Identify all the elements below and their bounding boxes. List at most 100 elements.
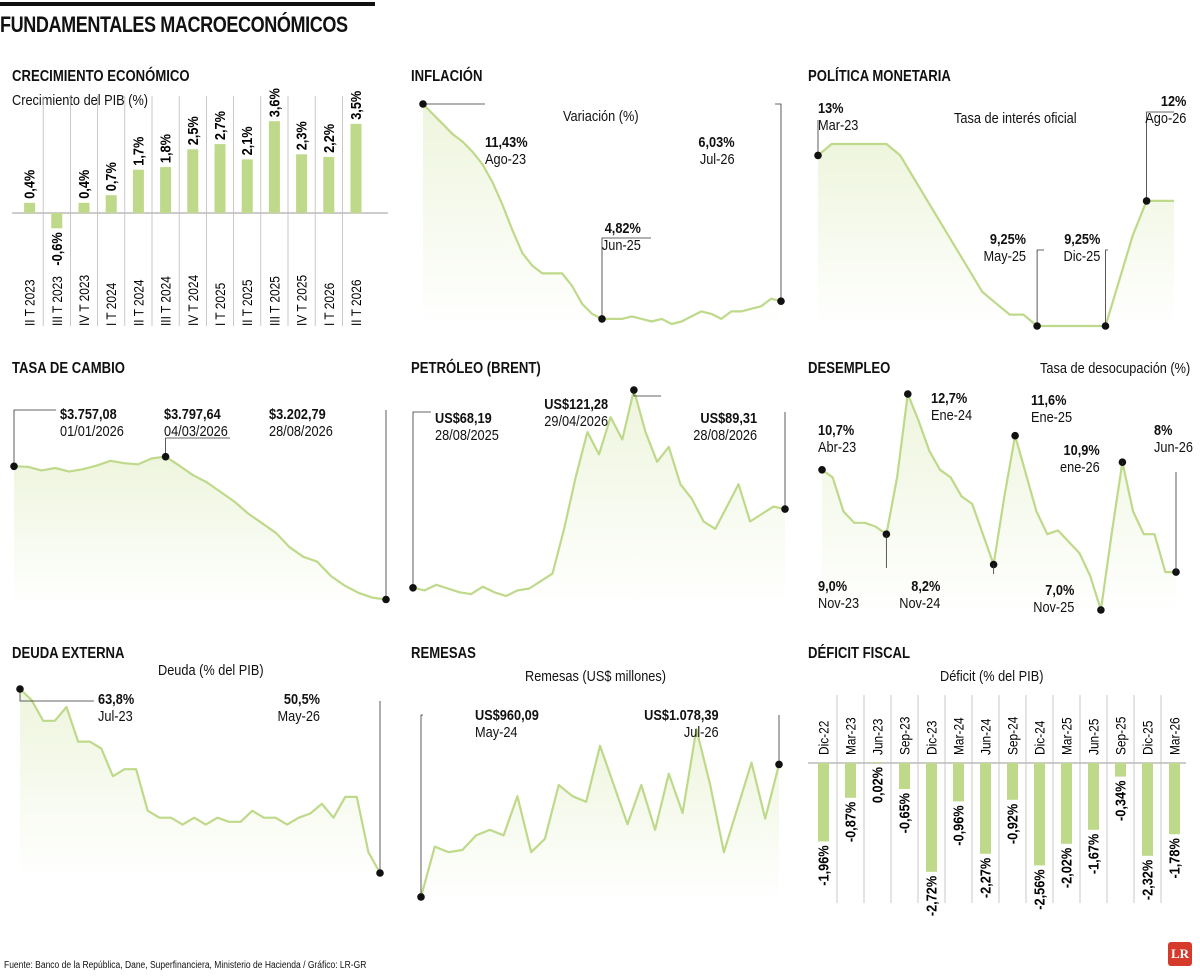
category-label: III T 2023 [49, 276, 65, 326]
annotation-label: $3.757,08 01/01/2026 [60, 406, 124, 440]
source-note: Fuente: Banco de la República, Dane, Sup… [4, 960, 367, 971]
series-line [19, 688, 381, 874]
annotation-leader [1036, 249, 1044, 326]
category-label: II T 2025 [239, 279, 255, 326]
panel-subtitle: Déficit (% del PIB) [940, 668, 1044, 685]
panel-cambio: TASA DE CAMBIO $3.757,08 01/01/2026 $3.79… [10, 360, 402, 625]
bar [24, 202, 36, 213]
panel-subtitle: Tasa de interés oficial [954, 110, 1077, 127]
data-point-marker [781, 505, 789, 513]
data-point-marker [161, 452, 170, 461]
bar [241, 159, 253, 213]
category-label: II T 2023 [22, 279, 38, 326]
annotation-leader [1146, 111, 1174, 201]
annotation-label: 6,03% Jul-26 [698, 134, 735, 168]
bar [350, 123, 362, 214]
bar-value-label: 2,5% [184, 116, 201, 145]
category-label: Sep-25 [1113, 717, 1129, 755]
bar-value-label: -0,96% [949, 805, 966, 845]
annotation-leader [412, 411, 431, 588]
data-point-marker [376, 869, 384, 877]
bar [899, 763, 910, 789]
data-point-marker [814, 151, 822, 160]
annotation-label: 8,2% Nov-24 [898, 578, 940, 612]
bar [1142, 763, 1153, 856]
data-point-marker [818, 466, 826, 474]
bar [268, 121, 280, 213]
annotation-leader [775, 103, 782, 302]
annotation-label: US$121,28 29/04/2026 [544, 396, 608, 430]
bar-value-label: -2,72% [922, 876, 939, 916]
annotation-label: 9,0% Nov-23 [818, 578, 860, 612]
annotation-leader [601, 237, 651, 319]
category-label: Mar-24 [951, 717, 967, 755]
category-label: Mar-26 [1167, 717, 1183, 755]
bar [105, 195, 117, 213]
panel-deuda: DEUDA EXTERNA Deuda (% del PIB) 63,8% Jul… [12, 645, 402, 910]
bar [160, 167, 172, 213]
bar-value-label: -0,34% [1111, 781, 1128, 821]
series-area [822, 394, 1176, 616]
panel-title: PETRÓLEO (BRENT) [411, 360, 541, 377]
bar-value-label: -0,87% [841, 802, 858, 842]
data-point-marker [417, 893, 425, 901]
bar [1169, 763, 1180, 835]
annotation-label: 13% Mar-23 [818, 100, 859, 134]
series-area [20, 689, 380, 881]
category-label: Mar-23 [843, 717, 859, 755]
panel-remesas: REMESAS Remesas (US$ millones) US$960,09… [411, 645, 801, 910]
category-label: Dic-22 [816, 721, 832, 755]
data-point-marker [1101, 322, 1110, 330]
data-point-marker [1142, 197, 1151, 205]
bar-value-label: -0,6% [48, 232, 65, 265]
data-point-marker [1118, 458, 1127, 466]
category-label: Dic-24 [1032, 721, 1048, 755]
category-label: Sep-23 [897, 717, 913, 755]
annotation-label: 11,6% Ene-25 [1031, 392, 1073, 426]
bar [1115, 763, 1126, 777]
bar-value-label: -0,92% [1003, 804, 1020, 844]
annotation-label: 63,8% Jul-23 [98, 691, 135, 725]
annotation-label: 11,43% Ago-23 [485, 134, 528, 168]
data-point-marker [598, 315, 606, 323]
series-area [818, 144, 1174, 328]
panel-title: CRECIMIENTO ECONÓMICO [12, 68, 190, 85]
category-label: Mar-25 [1059, 717, 1075, 755]
annotation-label: US$68,19 28/08/2025 [435, 410, 499, 444]
data-point-marker [775, 760, 783, 769]
annotation-label: 10,9% ene-26 [1060, 442, 1100, 476]
data-point-marker [10, 462, 18, 471]
panel-subtitle: Variación (%) [563, 108, 639, 125]
category-label: Jun-25 [1086, 719, 1102, 755]
bar-value-label: 2,1% [238, 126, 255, 155]
category-label: II T 2026 [348, 279, 364, 326]
annotation-leader [19, 689, 94, 702]
panel-title: REMESAS [411, 645, 476, 662]
bar [926, 763, 937, 872]
data-point-marker [419, 100, 427, 108]
series-area [421, 729, 779, 901]
panel-title: INFLACIÓN [411, 68, 483, 85]
bar [980, 763, 991, 854]
category-label: I T 2026 [321, 283, 337, 326]
category-label: IV T 2023 [76, 275, 92, 326]
data-point-marker [382, 595, 390, 604]
unemployment-chart [818, 390, 1180, 616]
panel-politica: POLÍTICA MONETARIA Tasa de interés ofici… [808, 68, 1198, 333]
series-line [821, 392, 1176, 612]
bar [78, 202, 90, 213]
annotation-label: 7,0% Nov-25 [1032, 582, 1074, 616]
data-point-marker [882, 530, 891, 538]
panel-title: TASA DE CAMBIO [12, 360, 125, 377]
exchange-rate-chart [10, 409, 390, 606]
category-label: III T 2025 [266, 276, 282, 326]
bar [1088, 763, 1099, 830]
bar-value-label: -2,56% [1030, 869, 1047, 909]
series-area [413, 390, 785, 606]
series-area [423, 104, 781, 328]
data-point-marker [904, 390, 912, 398]
bar [51, 213, 63, 229]
data-point-marker [16, 685, 24, 693]
category-label: II T 2024 [130, 279, 146, 326]
data-point-marker [989, 560, 998, 569]
